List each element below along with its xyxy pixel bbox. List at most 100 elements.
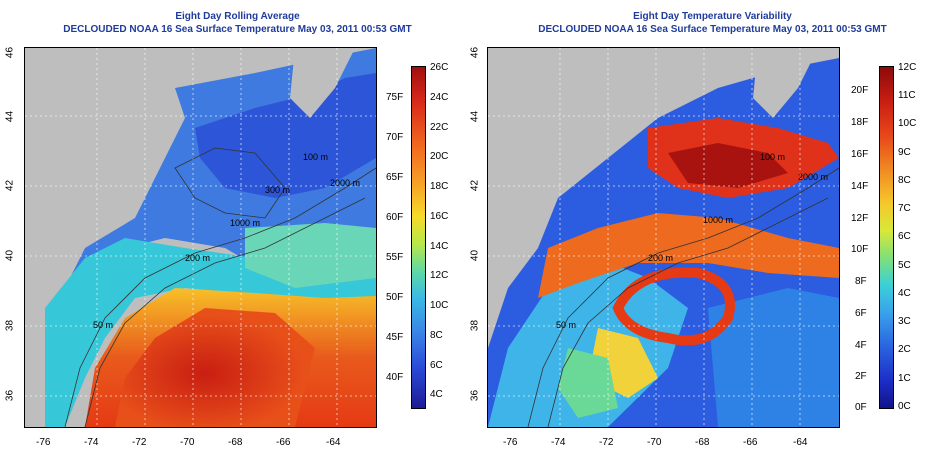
right-cbar-f-12: 12F bbox=[851, 213, 869, 224]
right-contour-100: 100 m bbox=[760, 152, 785, 162]
right-cbar-f-10: 10F bbox=[851, 244, 869, 255]
right-land-south bbox=[488, 138, 508, 348]
right-cbar-f-18: 18F bbox=[851, 117, 869, 128]
left-land-nova bbox=[290, 48, 355, 118]
left-lat-36: 36 bbox=[4, 389, 16, 402]
right-lon--70: -70 bbox=[647, 437, 662, 448]
left-cbar-c-10: 10C bbox=[430, 300, 449, 311]
right-contour-50: 50 m bbox=[556, 320, 576, 330]
left-cbar-c-22: 22C bbox=[430, 122, 449, 133]
left-cbar-c-4: 4C bbox=[430, 389, 443, 400]
left-contour-300: 300 m bbox=[265, 185, 290, 195]
left-cbar-c-14: 14C bbox=[430, 241, 449, 252]
right-cyan-east bbox=[708, 288, 839, 427]
right-lon--66: -66 bbox=[743, 437, 758, 448]
right-contour-1000: 1000 m bbox=[703, 215, 733, 225]
left-cbar-f-50: 50F bbox=[386, 292, 404, 303]
right-cbar-f-8: 8F bbox=[855, 276, 867, 287]
right-variability-map-image: 100 m 1000 m 2000 m 200 m 50 m bbox=[488, 48, 839, 427]
left-lon--76: -76 bbox=[36, 437, 51, 448]
right-cbar-c-5: 5C bbox=[898, 260, 911, 271]
left-ocean-coldest bbox=[195, 73, 376, 198]
left-land bbox=[25, 48, 175, 143]
left-lat-40: 40 bbox=[4, 249, 16, 262]
right-title: Eight Day Temperature Variability bbox=[633, 11, 792, 22]
right-cbar-c-10: 10C bbox=[898, 118, 917, 129]
left-lon--68: -68 bbox=[228, 437, 243, 448]
left-lat-42: 42 bbox=[4, 179, 16, 192]
left-panel: Eight Day Rolling Average DECLOUDED NOAA… bbox=[4, 11, 449, 448]
left-lat-38: 38 bbox=[4, 319, 16, 332]
right-cbar-f-4: 4F bbox=[855, 340, 867, 351]
right-cbar-f-14: 14F bbox=[851, 181, 869, 192]
right-grid bbox=[488, 48, 839, 427]
right-contours bbox=[527, 167, 839, 427]
left-contour-200: 200 m bbox=[185, 253, 210, 263]
left-cbar-f-65: 65F bbox=[386, 172, 404, 183]
left-sst-map-image: 100 m 200 m 300 m 1000 m 2000 m 50 m bbox=[25, 48, 376, 427]
right-cbar-c-8: 8C bbox=[898, 175, 911, 186]
right-cbar-c-1: 1C bbox=[898, 373, 911, 384]
right-lat-38: 38 bbox=[469, 319, 481, 332]
left-land-south bbox=[25, 138, 45, 348]
left-cbar-c-6: 6C bbox=[430, 360, 443, 371]
right-lon--72: -72 bbox=[599, 437, 614, 448]
right-cbar-f-6: 6F bbox=[855, 308, 867, 319]
right-cbar-c-4: 4C bbox=[898, 288, 911, 299]
right-lat-42: 42 bbox=[469, 179, 481, 192]
left-cbar-f-45: 45F bbox=[386, 332, 404, 343]
right-land bbox=[488, 48, 638, 143]
right-cbar-f-16: 16F bbox=[851, 149, 869, 160]
right-darkred-core bbox=[668, 143, 788, 188]
left-contours bbox=[64, 147, 376, 427]
right-subtitle: DECLOUDED NOAA 16 Sea Surface Temperatur… bbox=[538, 24, 887, 35]
left-contour-2000: 2000 m bbox=[330, 178, 360, 188]
left-title: Eight Day Rolling Average bbox=[175, 11, 300, 22]
left-slope-water bbox=[245, 223, 376, 288]
right-panel: Eight Day Temperature Variability DECLOU… bbox=[470, 0, 950, 475]
left-cbar-c-8: 8C bbox=[430, 330, 443, 341]
right-lon--64: -64 bbox=[793, 437, 808, 448]
left-cbar-c-26: 26C bbox=[430, 62, 449, 73]
left-cbar-f-40: 40F bbox=[386, 372, 404, 383]
right-cbar-c-11: 11C bbox=[898, 90, 916, 101]
left-cbar-c-12: 12C bbox=[430, 270, 449, 281]
left-lon--74: -74 bbox=[84, 437, 99, 448]
right-lon--68: -68 bbox=[695, 437, 710, 448]
left-colorbar bbox=[411, 66, 426, 409]
right-lon--76: -76 bbox=[503, 437, 518, 448]
right-map: 100 m 1000 m 2000 m 200 m 50 m bbox=[487, 47, 840, 428]
left-contour-50: 50 m bbox=[93, 320, 113, 330]
right-green-patch bbox=[558, 348, 618, 418]
right-contour-200: 200 m bbox=[648, 253, 673, 263]
left-contour-1000: 1000 m bbox=[230, 218, 260, 228]
right-cbar-f-20: 20F bbox=[851, 85, 869, 96]
right-lat-36: 36 bbox=[469, 389, 481, 402]
left-cbar-f-70: 70F bbox=[386, 132, 404, 143]
right-cbar-c-6: 6C bbox=[898, 231, 911, 242]
right-cbar-c-7: 7C bbox=[898, 203, 911, 214]
left-cbar-c-24: 24C bbox=[430, 92, 449, 103]
right-contour-2000: 2000 m bbox=[798, 172, 828, 182]
left-cbar-c-16: 16C bbox=[430, 211, 449, 222]
right-cbar-f-0: 0F bbox=[855, 402, 867, 413]
right-lat-46: 46 bbox=[469, 46, 481, 59]
left-lon--72: -72 bbox=[132, 437, 147, 448]
left-cbar-f-75: 75F bbox=[386, 92, 404, 103]
right-colorbar bbox=[879, 66, 894, 409]
right-cbar-c-9: 9C bbox=[898, 147, 911, 158]
left-cbar-c-18: 18C bbox=[430, 181, 449, 192]
right-lat-44: 44 bbox=[469, 110, 481, 123]
left-cbar-f-60: 60F bbox=[386, 212, 404, 223]
right-eddy-ring bbox=[612, 267, 735, 346]
left-lon--70: -70 bbox=[180, 437, 195, 448]
left-contour-100: 100 m bbox=[303, 152, 328, 162]
left-lat-46: 46 bbox=[4, 46, 16, 59]
left-subtitle: DECLOUDED NOAA 16 Sea Surface Temperatur… bbox=[63, 24, 412, 35]
left-lon--66: -66 bbox=[276, 437, 291, 448]
right-land-nova bbox=[753, 48, 818, 118]
left-gulf-core bbox=[115, 308, 315, 427]
left-cbar-c-20: 20C bbox=[430, 151, 449, 162]
left-cbar-f-55: 55F bbox=[386, 252, 404, 263]
left-lat-44: 44 bbox=[4, 110, 16, 123]
